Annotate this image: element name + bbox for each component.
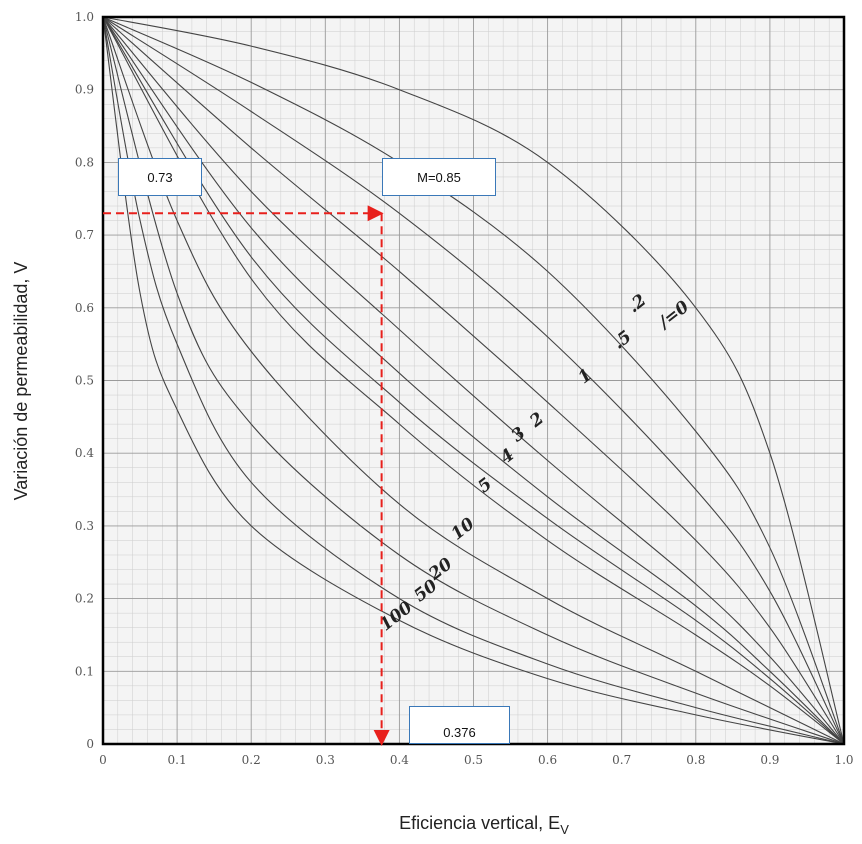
y-tick-label: 0.7 — [75, 228, 94, 242]
y-tick-label: 0.1 — [75, 664, 94, 678]
series-line — [102, 16, 845, 745]
x-tick-label: 0.1 — [168, 753, 187, 767]
x-tick-label: 0.2 — [242, 753, 261, 767]
x-tick-label: 0.6 — [538, 753, 557, 767]
mobility-ratio-box: M=0.85 — [382, 158, 496, 196]
series-line — [102, 16, 845, 745]
y-tick-label: 0 — [86, 737, 94, 751]
y-tick-label: 0.5 — [75, 374, 94, 388]
x-tick-label: 0.4 — [390, 753, 409, 767]
v-value-box: 0.73 — [118, 158, 202, 196]
x-tick-label: 0.8 — [686, 753, 705, 767]
x-tick-label: 0.5 — [464, 753, 483, 767]
series-line — [102, 16, 845, 745]
ev-value-box: 0.376 — [409, 706, 510, 744]
curves — [102, 16, 845, 745]
x-axis-title: Eficiencia vertical, EV — [399, 813, 569, 837]
series-line — [102, 16, 845, 745]
y-tick-label: 0.6 — [75, 301, 94, 315]
x-tick-label: 0.3 — [316, 753, 335, 767]
y-tick-label: 0.3 — [75, 519, 94, 533]
series-line — [102, 16, 845, 745]
grid-major — [103, 17, 844, 744]
series-line — [102, 16, 845, 745]
annotation-lines — [103, 205, 390, 746]
y-tick-label: 0.8 — [75, 155, 94, 169]
x-tick-label: 1.0 — [834, 753, 853, 767]
plot-frame — [101, 15, 846, 746]
y-axis-title: Variación de permeabilidad, V — [11, 262, 31, 501]
series-line — [102, 16, 845, 745]
series-line — [102, 16, 845, 745]
x-tick-label: 0 — [99, 753, 107, 767]
y-tick-label: 0.9 — [75, 83, 94, 97]
y-tick-label: 0.4 — [75, 446, 94, 460]
y-tick-labels: 0 0.1 0.2 0.3 0.4 0.5 0.6 0.7 0.8 0.9 1.0 — [75, 10, 94, 751]
series-line — [102, 16, 845, 745]
x-tick-label: 0.9 — [760, 753, 779, 767]
y-tick-label: 0.2 — [75, 592, 94, 606]
series-line — [102, 16, 845, 745]
y-tick-label: 1.0 — [75, 10, 94, 24]
x-tick-labels: 0 0.1 0.2 0.3 0.4 0.5 0.6 0.7 0.8 0.9 1.0 — [99, 753, 853, 767]
series-line — [102, 16, 845, 745]
series-line — [102, 16, 845, 745]
x-tick-label: 0.7 — [612, 753, 631, 767]
